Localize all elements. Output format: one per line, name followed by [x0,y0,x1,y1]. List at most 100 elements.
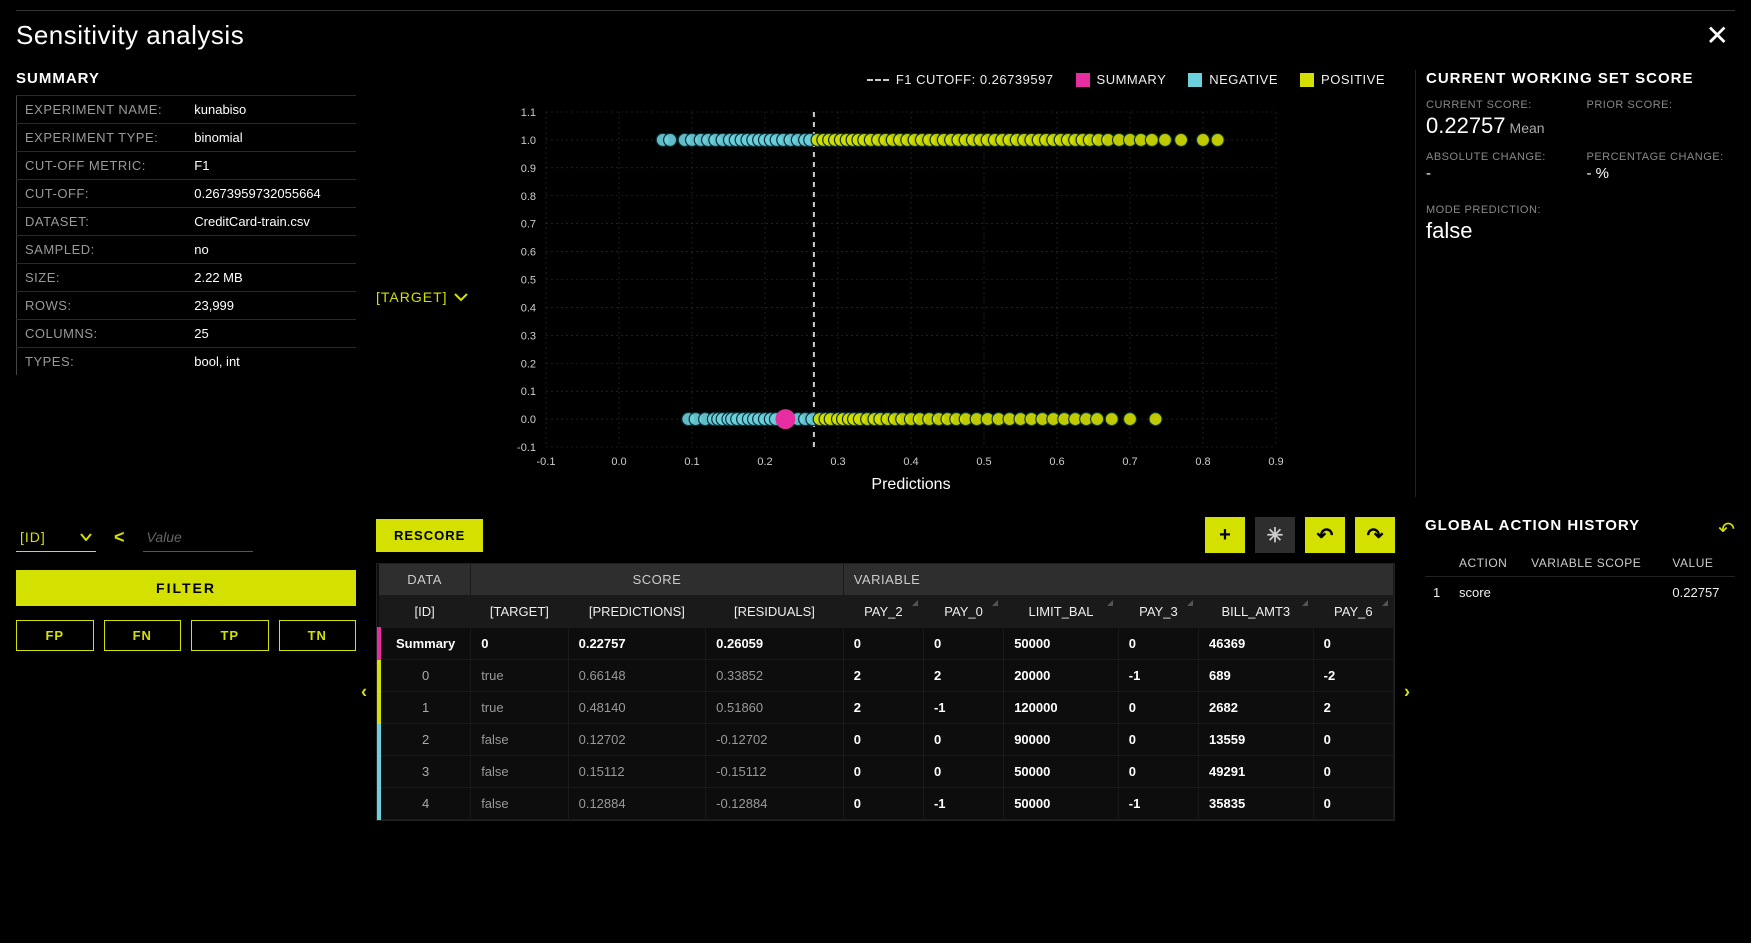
quad-tp-button[interactable]: TP [191,620,269,651]
filter-button[interactable]: FILTER [16,570,356,606]
rescore-button[interactable]: RESCORE [376,519,483,552]
undo-button[interactable]: ↶ [1305,517,1345,553]
table-cell: 0 [923,628,1003,660]
table-row[interactable]: 3false0.15112-0.1511200500000492910 [379,756,1394,788]
summary-value: no [186,236,356,264]
page-title: Sensitivity analysis [16,20,244,51]
summary-value: 0.2673959732055664 [186,180,356,208]
chart-legend: F1 CUTOFF: 0.26739597 SUMMARY NEGATIVE P… [376,70,1395,97]
col-header[interactable]: [RESIDUALS] [706,596,844,628]
snowflake-icon: ✳ [1267,523,1284,548]
table-cell: false [471,788,568,820]
table-cell: 0.66148 [568,660,706,692]
col-header[interactable]: PAY_3 [1118,596,1198,628]
table-cell: 0 [1118,724,1198,756]
table-cell: 0 [923,724,1003,756]
svg-text:0.4: 0.4 [520,302,535,314]
reset-button[interactable]: ✳ [1255,517,1295,553]
table-row[interactable]: 1true0.481400.518602-1120000026822 [379,692,1394,724]
history-row[interactable]: 1score0.22757 [1425,577,1735,609]
col-header[interactable]: [ID] [379,596,471,628]
table-cell: 0.33852 [706,660,844,692]
chevron-down-icon [454,292,468,302]
table-cell: 120000 [1004,692,1119,724]
svg-text:0.5: 0.5 [976,456,991,468]
table-cell: -1 [923,788,1003,820]
table-cell: true [471,692,568,724]
table-cell: 2 [843,692,923,724]
summary-value: kunabiso [186,96,356,124]
svg-text:0.4: 0.4 [903,456,918,468]
table-cell: 0.51860 [706,692,844,724]
table-cell: false [471,756,568,788]
page-next-icon[interactable]: › [1404,682,1410,703]
scatter-chart[interactable]: -0.10.00.10.20.30.40.50.60.70.80.91.01.1… [476,97,1296,497]
id-dropdown[interactable]: [ID] [16,523,96,552]
table-cell: -0.12884 [706,788,844,820]
summary-value: 25 [186,320,356,348]
summary-key: TYPES: [17,348,187,376]
history-panel: GLOBAL ACTION HISTORY ↶ ACTIONVARIABLE S… [1415,517,1735,821]
table-cell: 0 [843,724,923,756]
table-cell: 46369 [1199,628,1314,660]
table-cell: 0.48140 [568,692,706,724]
table-cell: 0 [1313,756,1393,788]
history-heading: GLOBAL ACTION HISTORY [1425,517,1640,534]
redo-icon: ↷ [1367,523,1384,548]
operator-label[interactable]: < [114,527,125,548]
summary-value: bool, int [186,348,356,376]
summary-key: EXPERIMENT TYPE: [17,124,187,152]
svg-text:0.0: 0.0 [520,414,535,426]
mode-pred-value: false [1426,218,1735,244]
target-dropdown[interactable]: [TARGET] [376,289,468,305]
value-input[interactable] [143,523,253,552]
col-header[interactable]: [TARGET] [471,596,568,628]
table-cell: 689 [1199,660,1314,692]
close-icon[interactable]: ✕ [1700,19,1735,52]
history-col: ACTION [1451,550,1523,577]
col-header[interactable]: [PREDICTIONS] [568,596,706,628]
summary-table: EXPERIMENT NAME:kunabisoEXPERIMENT TYPE:… [16,95,356,375]
history-col [1425,550,1451,577]
col-header[interactable]: LIMIT_BAL [1004,596,1119,628]
add-button[interactable]: + [1205,517,1245,553]
table-cell: 0 [923,756,1003,788]
legend-summary: SUMMARY [1076,72,1167,87]
col-header[interactable]: PAY_2 [843,596,923,628]
legend-negative: NEGATIVE [1188,72,1278,87]
col-header[interactable]: BILL_AMT3 [1199,596,1314,628]
table-cell: 0 [843,788,923,820]
chevron-down-icon [80,533,92,541]
table-row[interactable]: 2false0.12702-0.1270200900000135590 [379,724,1394,756]
svg-text:0.8: 0.8 [520,191,535,203]
redo-button[interactable]: ↷ [1355,517,1395,553]
table-cell: -1 [1118,660,1198,692]
table-row[interactable]: 0true0.661480.338522220000-1689-2 [379,660,1394,692]
col-header[interactable]: PAY_0 [923,596,1003,628]
abs-change-label: ABSOLUTE CHANGE: [1426,151,1575,163]
quad-fn-button[interactable]: FN [104,620,182,651]
table-cell: 0.22757 [568,628,706,660]
table-row[interactable]: Summary00.227570.2605900500000463690 [379,628,1394,660]
summary-panel: SUMMARY EXPERIMENT NAME:kunabisoEXPERIME… [16,70,356,497]
legend-cutoff: F1 CUTOFF: 0.26739597 [867,72,1054,87]
svg-text:0.9: 0.9 [1268,456,1283,468]
table-cell: 0 [1118,628,1198,660]
page-prev-icon[interactable]: ‹ [361,682,367,703]
svg-text:0.7: 0.7 [1122,456,1137,468]
summary-key: EXPERIMENT NAME: [17,96,187,124]
table-cell: -2 [1313,660,1393,692]
table-row[interactable]: 4false0.12884-0.128840-150000-1358350 [379,788,1394,820]
history-undo-icon[interactable]: ↶ [1718,517,1735,542]
quad-fp-button[interactable]: FP [16,620,94,651]
table-cell: true [471,660,568,692]
table-cell: 4 [379,788,471,820]
table-cell: 2682 [1199,692,1314,724]
quad-tn-button[interactable]: TN [279,620,357,651]
mode-pred-label: MODE PREDICTION: [1426,204,1735,216]
summary-key: SAMPLED: [17,236,187,264]
svg-text:0.3: 0.3 [830,456,845,468]
col-header[interactable]: PAY_6 [1313,596,1393,628]
current-score-value: 0.22757Mean [1426,113,1575,139]
svg-text:0.6: 0.6 [1049,456,1064,468]
